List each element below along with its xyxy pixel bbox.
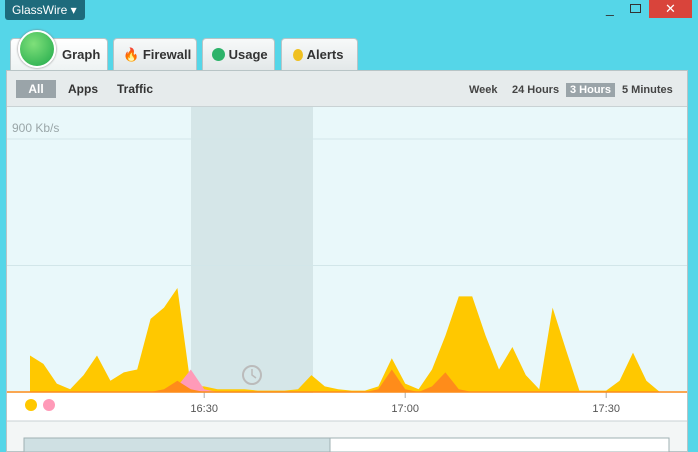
tab-label: Usage — [228, 47, 268, 62]
range[interactable]: Week — [469, 84, 498, 96]
time-axis-bg — [7, 393, 687, 421]
tab-label: Alerts — [306, 47, 344, 62]
close[interactable]: ✕ — [649, 0, 692, 18]
x-tick-label: 17:30 — [592, 403, 620, 415]
filter[interactable]: Traffic — [117, 82, 154, 96]
area — [30, 369, 660, 392]
clock-icon — [242, 365, 262, 385]
filter[interactable]: All — [16, 80, 56, 98]
range[interactable]: 24 Hours — [512, 84, 560, 96]
tab[interactable]: Alerts — [281, 38, 358, 70]
tab-label: Graph — [62, 47, 101, 62]
app-menu[interactable]: GlassWire ▾ — [5, 0, 85, 20]
x-tick-label: 16:30 — [190, 403, 218, 415]
upload-icon — [43, 399, 55, 411]
timeline — [23, 437, 331, 452]
app-name: GlassWire — [12, 3, 68, 17]
filter[interactable]: Apps — [68, 82, 98, 96]
area — [30, 287, 660, 392]
range[interactable]: 3 Hours — [566, 83, 615, 97]
x-tick-label: 17:00 — [391, 403, 419, 415]
plot-bg — [7, 107, 687, 393]
download-icon — [25, 399, 37, 411]
clock-hand — [251, 369, 257, 379]
y-tick-label: 900 Kb/s — [12, 121, 59, 135]
tab[interactable]: 🔥 Firewall — [113, 38, 197, 70]
minimize[interactable]: _ — [606, 0, 614, 16]
range[interactable]: 5 Minutes — [622, 84, 673, 96]
tab[interactable]: Usage — [202, 38, 275, 70]
selection — [191, 107, 313, 393]
timeline — [329, 437, 670, 452]
maximize[interactable] — [630, 4, 641, 13]
tab-label: Firewall — [142, 47, 192, 62]
graph-icon — [18, 30, 56, 68]
